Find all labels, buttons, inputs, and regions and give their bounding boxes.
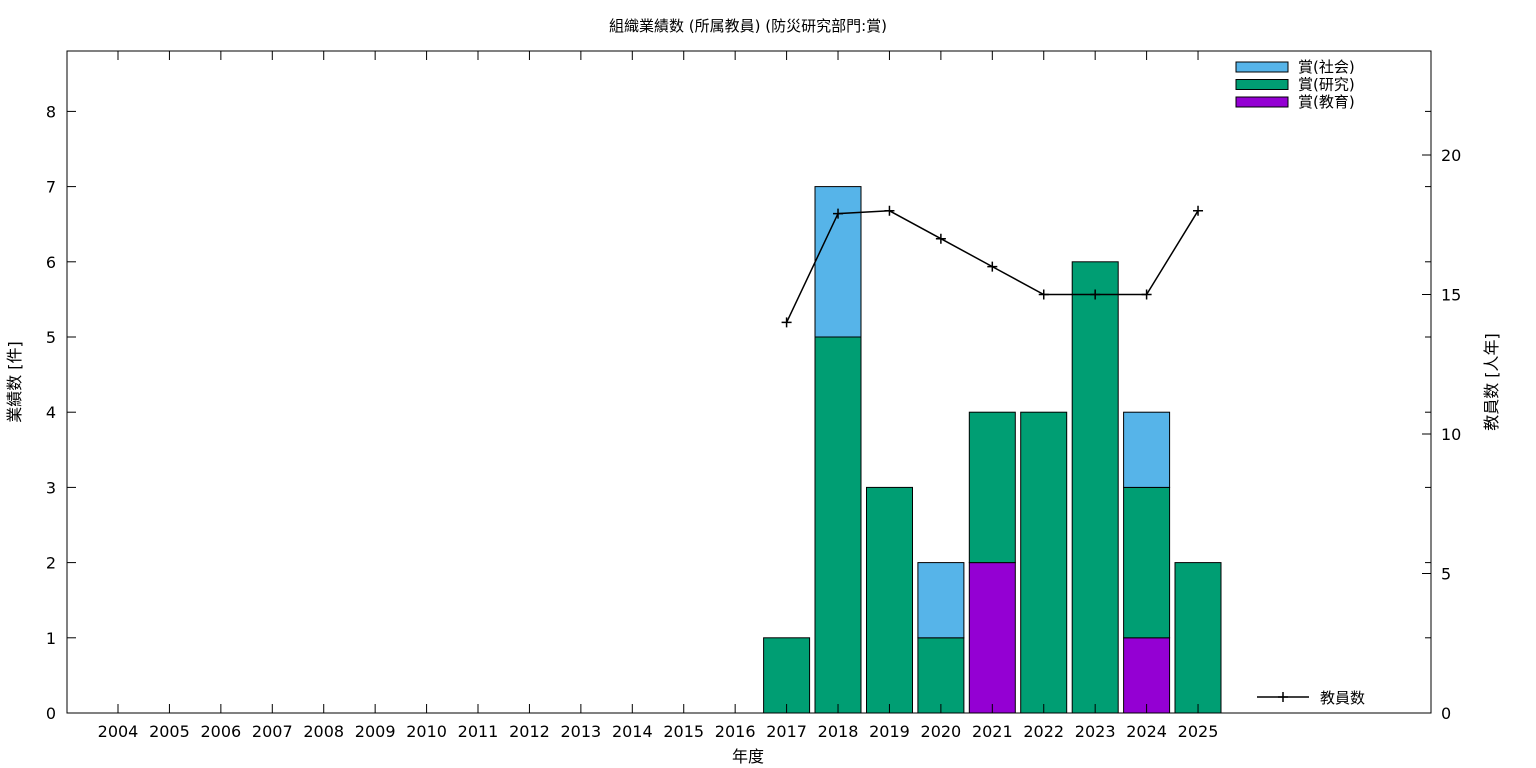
legend-swatch-賞(研究) <box>1235 79 1289 90</box>
x-tick-label-2011: 2011 <box>458 722 499 741</box>
bar-2023-賞(研究) <box>1071 261 1119 714</box>
x-tick-label-2024: 2024 <box>1126 722 1167 741</box>
chart-title: 組織業績数 (所属教員) (防災研究部門:賞) <box>609 17 887 35</box>
staff-point-2017 <box>781 317 792 328</box>
x-tick-label-2018: 2018 <box>818 722 859 741</box>
y-tick-label: 2 <box>46 554 56 573</box>
staff-point-2018 <box>833 208 844 219</box>
x-tick-label-2014: 2014 <box>612 722 653 741</box>
x-tick-label-2008: 2008 <box>303 722 344 741</box>
x-tick-label-2021: 2021 <box>972 722 1013 741</box>
bar-2024-賞(研究) <box>1123 486 1171 639</box>
bars-layer <box>763 186 1222 714</box>
legend-label-賞(社会): 賞(社会) <box>1298 58 1355 76</box>
x-tick-label-2022: 2022 <box>1023 722 1064 741</box>
bar-2021-賞(教育) <box>968 562 1016 714</box>
y-tick-label: 7 <box>46 178 56 197</box>
x-tick-label-2004: 2004 <box>98 722 139 741</box>
staff-point-2019 <box>884 205 895 216</box>
y-tick-label: 8 <box>46 102 56 121</box>
staff-line-layer <box>781 205 1204 328</box>
legend: 賞(社会)賞(研究)賞(教育) 教員数 <box>1235 58 1365 707</box>
bar-2019-賞(研究) <box>866 486 913 714</box>
y2-axis-ticks: 0 5 10 15 20 <box>1422 146 1461 723</box>
y2-tick-label: 15 <box>1441 286 1461 305</box>
x-tick-label-2013: 2013 <box>561 722 602 741</box>
plot-frame <box>66 50 1432 714</box>
bar-2020-賞(研究) <box>917 637 965 714</box>
y-tick-label: 3 <box>46 478 56 497</box>
y-tick-label: 6 <box>46 253 56 272</box>
y-axis-title: 業績数 [件] <box>5 341 24 423</box>
bar-2025-賞(研究) <box>1174 562 1222 714</box>
legend-label-賞(教育): 賞(教育) <box>1298 93 1355 111</box>
x-tick-label-2007: 2007 <box>252 722 293 741</box>
x-tick-label-2005: 2005 <box>149 722 190 741</box>
staff-point-2020 <box>935 233 946 244</box>
x-axis-title: 年度 <box>732 747 764 766</box>
bar-2024-賞(社会) <box>1123 411 1171 488</box>
x-tick-label-2010: 2010 <box>406 722 447 741</box>
bar-2017-賞(研究) <box>763 637 811 714</box>
bar-2022-賞(研究) <box>1020 411 1068 714</box>
x-tick-label-2025: 2025 <box>1178 722 1219 741</box>
bar-2024-賞(教育) <box>1123 637 1171 714</box>
legend-swatch-賞(教育) <box>1235 96 1289 108</box>
x-tick-label-2006: 2006 <box>201 722 242 741</box>
staff-point-2023 <box>1090 289 1101 300</box>
staff-point-2025 <box>1193 205 1204 216</box>
legend-label-賞(研究): 賞(研究) <box>1298 76 1355 94</box>
y-axis-ticks: 0 1 2 3 4 5 6 7 8 <box>46 102 1431 723</box>
y-tick-label: 0 <box>46 704 56 723</box>
x-tick-label-2019: 2019 <box>869 722 910 741</box>
y2-axis-title: 教員数 [人年] <box>1482 333 1501 431</box>
y2-tick-label: 20 <box>1441 146 1461 165</box>
legend-line-marker <box>1278 692 1288 702</box>
bar-2020-賞(社会) <box>917 562 965 639</box>
staff-point-2021 <box>987 261 998 272</box>
legend-label-staff: 教員数 <box>1320 689 1365 707</box>
y-tick-label: 4 <box>46 403 56 422</box>
bar-2018-賞(研究) <box>814 336 862 714</box>
x-tick-label-2017: 2017 <box>766 722 807 741</box>
y2-tick-label: 0 <box>1441 704 1451 723</box>
legend-swatch-賞(社会) <box>1235 61 1289 73</box>
x-tick-label-2015: 2015 <box>663 722 704 741</box>
x-axis-ticks: 2004 2005 2006 2007 2008 2009 2010 2011 2012 2013… <box>98 51 1219 741</box>
bar-2021-賞(研究) <box>968 411 1016 564</box>
y2-tick-label: 10 <box>1441 425 1461 444</box>
x-tick-label-2020: 2020 <box>921 722 962 741</box>
x-tick-label-2023: 2023 <box>1075 722 1116 741</box>
staff-point-2022 <box>1038 289 1049 300</box>
y-tick-label: 1 <box>46 629 56 648</box>
x-tick-label-2009: 2009 <box>355 722 396 741</box>
x-tick-label-2012: 2012 <box>509 722 550 741</box>
y-tick-label: 5 <box>46 328 56 347</box>
y2-tick-label: 5 <box>1441 565 1451 584</box>
x-tick-label-2016: 2016 <box>715 722 756 741</box>
staff-point-2024 <box>1141 289 1152 300</box>
